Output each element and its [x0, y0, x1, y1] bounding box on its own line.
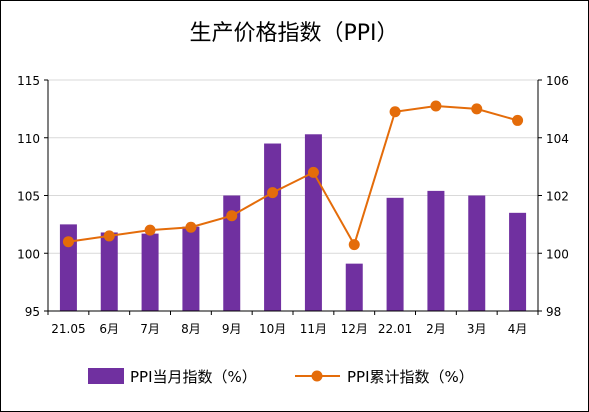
line-point — [185, 221, 197, 233]
right-tick-label: 106 — [546, 74, 569, 88]
legend-bar-swatch — [88, 368, 124, 384]
grid-lines — [48, 79, 538, 312]
right-tick-label: 100 — [546, 247, 569, 261]
right-tick-label: 104 — [546, 132, 569, 146]
left-tick-label: 105 — [17, 190, 40, 204]
right-tick-label: 98 — [546, 305, 561, 319]
bar — [345, 263, 363, 311]
x-tick-label: 10月 — [259, 322, 286, 336]
bar — [182, 226, 200, 311]
line-point — [144, 224, 156, 236]
x-tick-label: 8月 — [181, 322, 201, 336]
bar — [468, 195, 486, 311]
bar — [223, 195, 241, 311]
line-point — [348, 239, 360, 251]
bar — [141, 233, 159, 311]
bar — [59, 224, 77, 311]
line-point — [62, 236, 74, 248]
line-series — [62, 100, 524, 251]
line-point — [103, 230, 115, 242]
x-tick-label: 22.01 — [378, 322, 412, 336]
bar — [386, 197, 404, 311]
left-tick-label: 100 — [17, 247, 40, 261]
left-tick-label: 95 — [25, 305, 40, 319]
x-tick-label: 4月 — [508, 322, 528, 336]
line-point — [471, 103, 483, 115]
line-path — [68, 104, 518, 248]
x-tick-label: 9月 — [222, 322, 242, 336]
left-tick-label: 115 — [17, 74, 40, 88]
x-tick-label: 6月 — [99, 322, 119, 336]
x-tick-label: 11月 — [300, 322, 327, 336]
bar — [427, 190, 445, 311]
legend-label-line: PPI累计指数（%） — [347, 368, 474, 386]
line-point — [267, 187, 279, 199]
line-point — [226, 210, 238, 222]
legend-line-marker — [311, 370, 323, 382]
legend-label-bar: PPI当月指数（%） — [130, 368, 257, 386]
left-tick-label: 110 — [17, 132, 40, 146]
chart-title: 生产价格指数（PPI） — [189, 21, 398, 46]
tick-labels: 95 100 105 110 115 98 100 102 104 106 21.05 6月 7月 8月 9… — [17, 74, 569, 336]
legend: PPI当月指数（%） PPI累计指数（%） — [88, 368, 474, 386]
bar — [304, 134, 322, 311]
x-tick-label: 2月 — [426, 322, 446, 336]
x-tick-label: 3月 — [467, 322, 487, 336]
axes — [44, 79, 542, 315]
bar — [509, 212, 527, 311]
right-tick-label: 102 — [546, 190, 569, 204]
line-point — [389, 106, 401, 118]
bar — [100, 232, 118, 311]
x-tick-label: 21.05 — [51, 322, 85, 336]
x-tick-label: 7月 — [140, 322, 160, 336]
bar — [264, 143, 282, 311]
line-point — [430, 100, 442, 112]
line-point — [307, 166, 319, 178]
bar-series — [59, 134, 527, 311]
line-point — [512, 114, 524, 126]
x-tick-label: 12月 — [341, 322, 368, 336]
